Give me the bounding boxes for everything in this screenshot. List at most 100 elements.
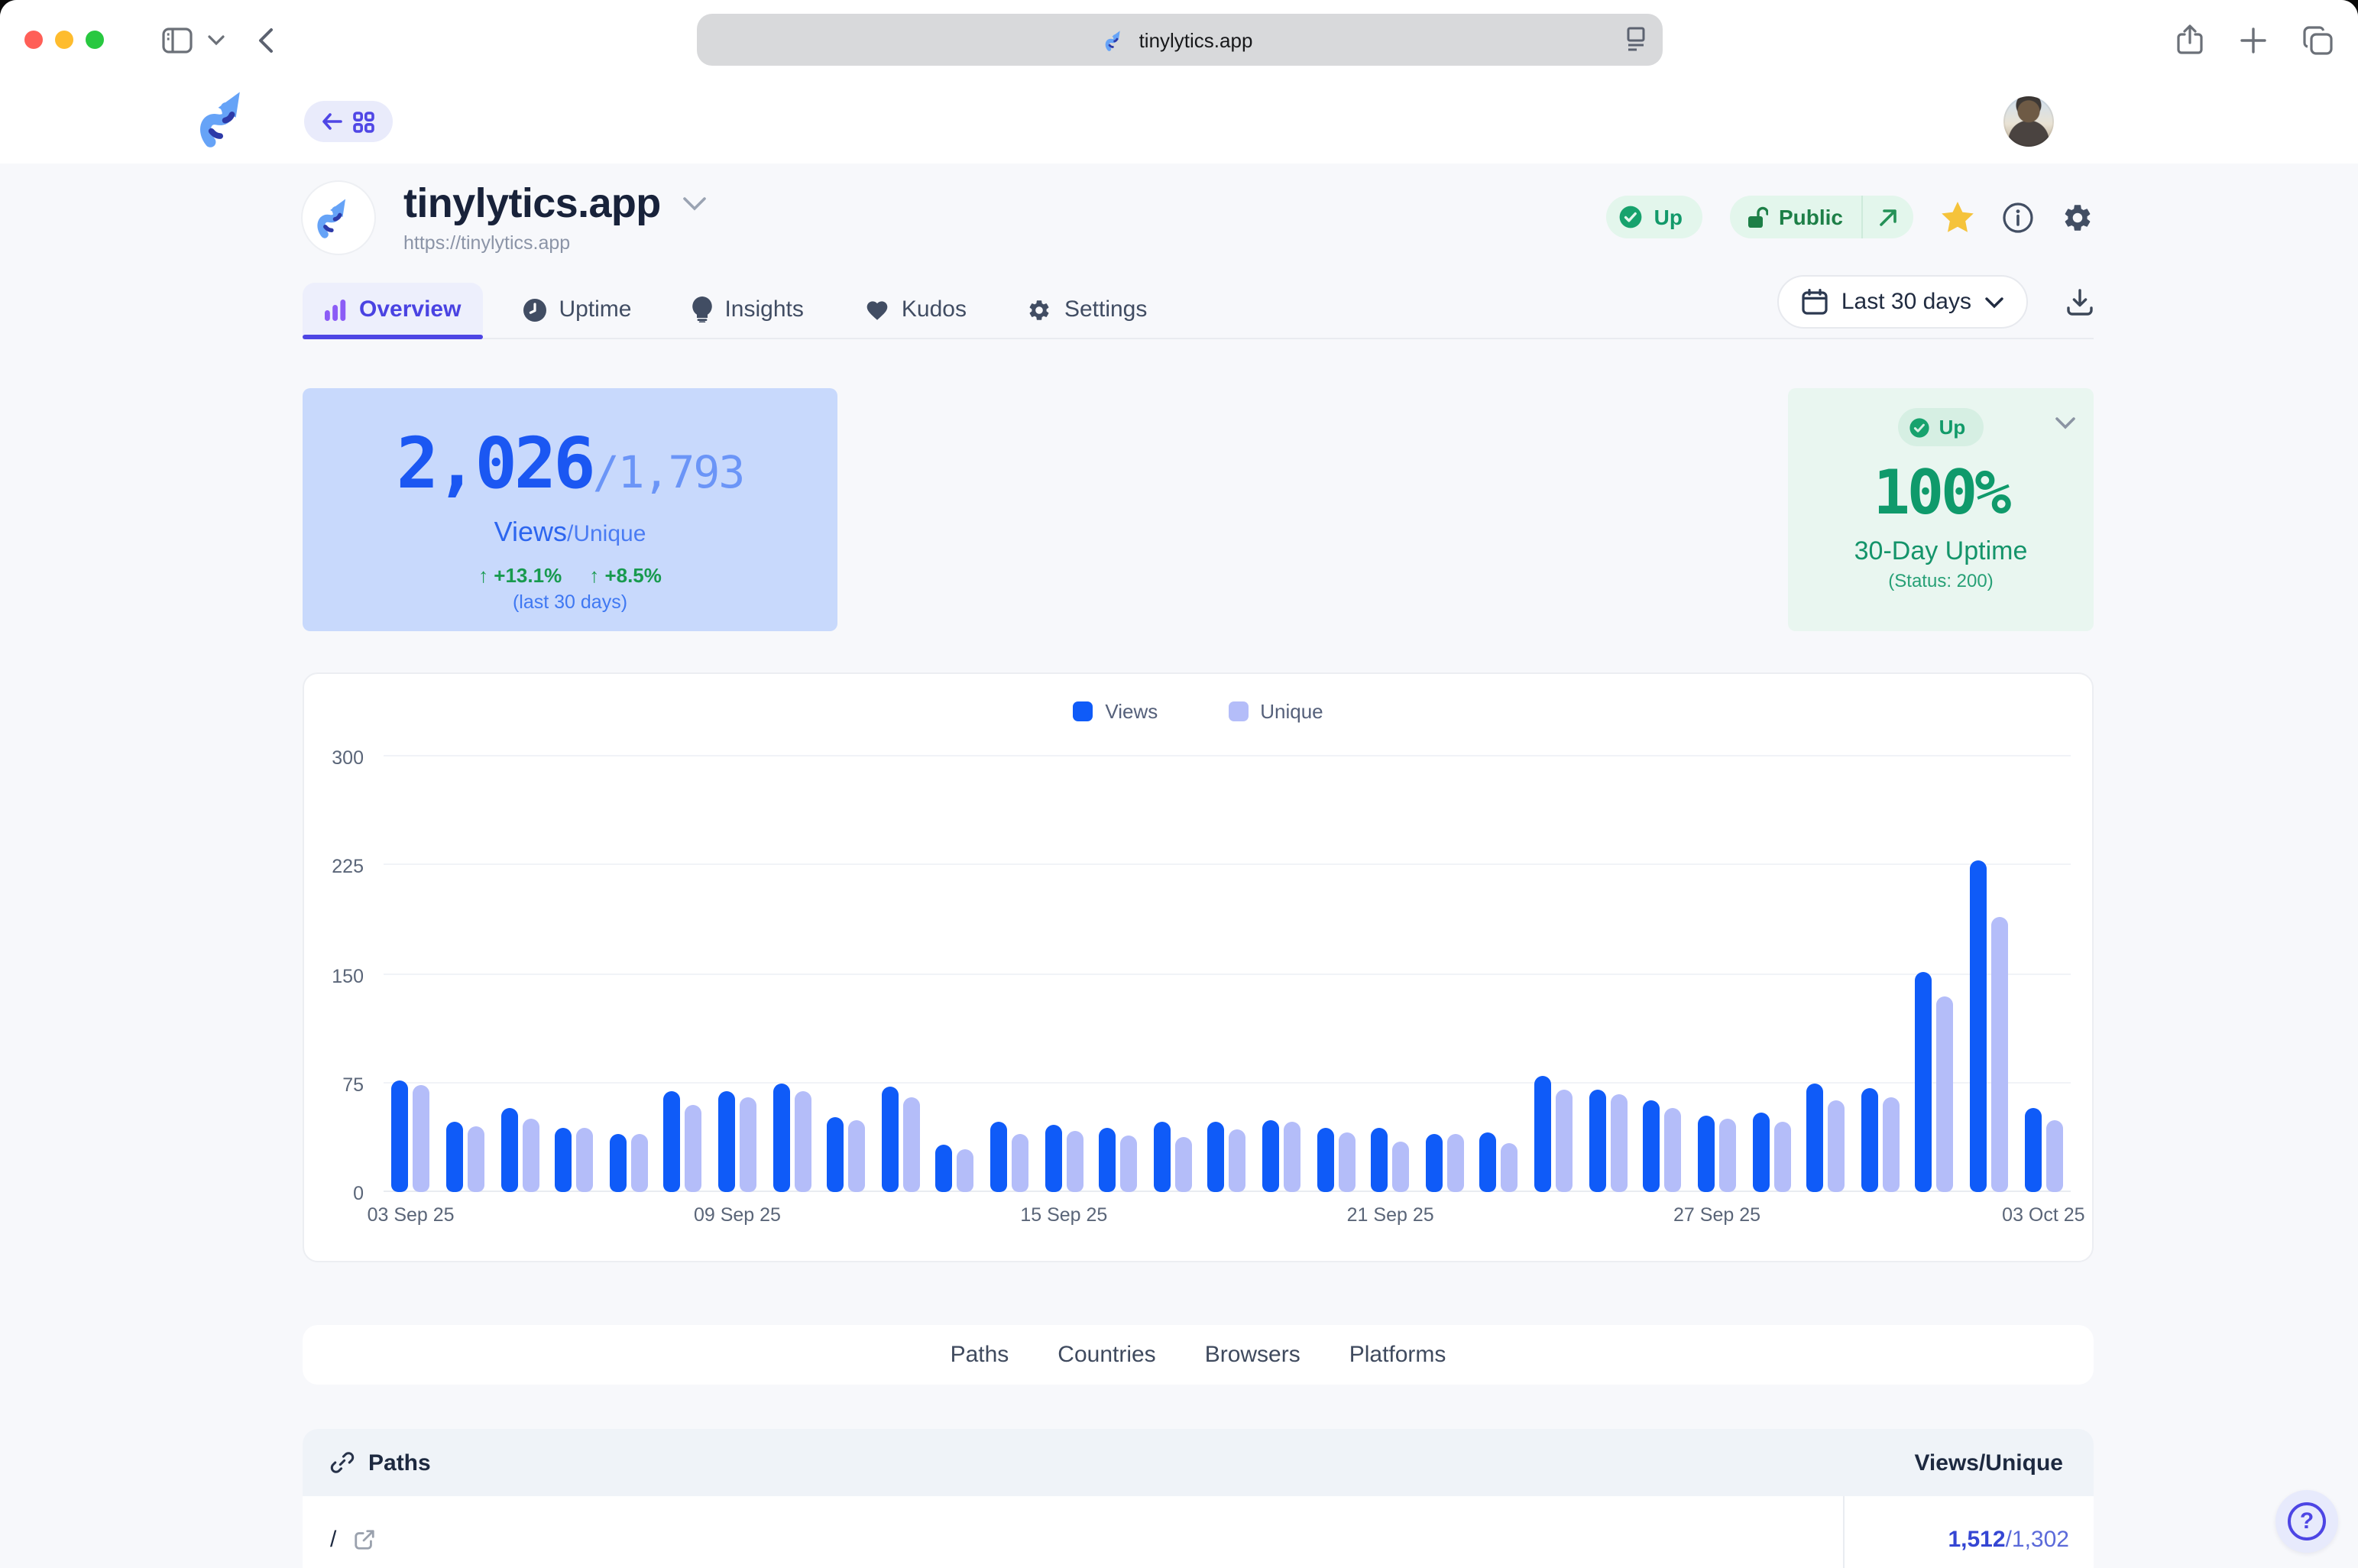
bar-views[interactable] [1479, 1132, 1497, 1192]
bar-unique[interactable] [1446, 1134, 1464, 1192]
bar-views[interactable] [827, 1116, 844, 1192]
bar-views[interactable] [773, 1083, 790, 1192]
bar-unique[interactable] [1718, 1118, 1736, 1192]
bar-unique[interactable] [630, 1134, 648, 1192]
export-download-button[interactable] [2066, 288, 2094, 316]
subtab-countries[interactable]: Countries [1058, 1342, 1156, 1368]
bar-unique[interactable] [1174, 1136, 1192, 1192]
bar-views[interactable] [1697, 1115, 1715, 1192]
tab-uptime[interactable]: Uptime [500, 283, 653, 338]
bar-unique[interactable] [1936, 996, 1954, 1192]
bar-unique[interactable] [1120, 1135, 1138, 1192]
status-up-badge[interactable]: Up [1606, 196, 1702, 238]
bar-unique[interactable] [1556, 1089, 1573, 1192]
tab-kudos[interactable]: Kudos [844, 283, 988, 338]
bar-views[interactable] [1099, 1128, 1116, 1192]
back-button[interactable] [258, 27, 274, 53]
bar-views[interactable] [1969, 860, 1987, 1192]
bar-unique[interactable] [902, 1097, 920, 1192]
bar-unique[interactable] [467, 1126, 484, 1192]
bar-views[interactable] [1806, 1083, 1824, 1192]
tab-overview[interactable]: Overview [303, 283, 483, 339]
new-tab-button[interactable] [2240, 27, 2266, 53]
bar-unique[interactable] [1284, 1122, 1301, 1192]
bar-views[interactable] [555, 1128, 572, 1192]
reader-view-icon[interactable] [1624, 26, 1647, 52]
bar-views[interactable] [1752, 1112, 1770, 1192]
bar-unique[interactable] [1610, 1094, 1628, 1192]
uptime-expand-chevron[interactable] [2055, 410, 2075, 437]
favorite-star-button[interactable] [1941, 201, 1974, 233]
subtab-platforms[interactable]: Platforms [1349, 1342, 1446, 1368]
bar-unique[interactable] [1392, 1141, 1410, 1192]
visibility-public-badge[interactable]: Public [1729, 196, 1913, 238]
bar-unique[interactable] [957, 1148, 974, 1192]
bar-views[interactable] [1207, 1122, 1225, 1192]
bar-unique[interactable] [1501, 1142, 1518, 1192]
bar-views[interactable] [500, 1107, 518, 1192]
subtab-browsers[interactable]: Browsers [1204, 1342, 1300, 1368]
external-link-icon[interactable] [353, 1528, 376, 1550]
legend-unique[interactable]: Unique [1228, 700, 1323, 723]
bar-unique[interactable] [1664, 1107, 1682, 1192]
bar-views[interactable] [1317, 1128, 1334, 1192]
bar-unique[interactable] [576, 1128, 594, 1192]
bar-views[interactable] [1534, 1076, 1552, 1192]
bar-unique[interactable] [1882, 1097, 1900, 1192]
bar-unique[interactable] [1828, 1100, 1845, 1192]
bar-unique[interactable] [1229, 1129, 1246, 1192]
bar-unique[interactable] [1012, 1134, 1028, 1192]
tab-insights[interactable]: Insights [671, 283, 824, 338]
bar-unique[interactable] [848, 1119, 866, 1192]
bar-views[interactable] [1371, 1128, 1388, 1192]
settings-button[interactable] [2062, 201, 2094, 233]
bar-unique[interactable] [794, 1090, 811, 1192]
table-row[interactable]: / 1,512/1,302 [303, 1496, 2094, 1568]
info-button[interactable] [2002, 201, 2034, 233]
bar-views[interactable] [717, 1091, 735, 1192]
open-site-link[interactable] [1863, 207, 1913, 227]
bar-unique[interactable] [685, 1105, 702, 1192]
window-zoom-button[interactable] [86, 31, 104, 49]
bar-views[interactable] [990, 1122, 1007, 1192]
bar-views[interactable] [1589, 1089, 1606, 1192]
address-bar[interactable]: tinylytics.app [696, 14, 1662, 66]
bar-views[interactable] [2024, 1107, 2042, 1192]
help-button[interactable]: ? [2275, 1490, 2338, 1553]
sidebar-toggle-icon[interactable] [162, 27, 193, 53]
bar-views[interactable] [935, 1144, 953, 1192]
bar-unique[interactable] [1773, 1122, 1791, 1192]
bar-views[interactable] [1643, 1100, 1660, 1192]
bar-views[interactable] [1915, 971, 1932, 1192]
share-button[interactable] [2176, 24, 2204, 55]
bar-views[interactable] [391, 1080, 409, 1192]
subtab-paths[interactable]: Paths [950, 1342, 1009, 1368]
bar-unique[interactable] [1066, 1131, 1083, 1192]
bar-unique[interactable] [1338, 1132, 1356, 1192]
user-avatar[interactable] [2003, 96, 2054, 147]
bar-unique[interactable] [522, 1118, 539, 1192]
bar-views[interactable] [1425, 1134, 1443, 1192]
date-range-selector[interactable]: Last 30 days [1777, 275, 2028, 329]
tab-overview-button[interactable] [2303, 25, 2334, 54]
sidebar-chevron-icon[interactable] [208, 34, 225, 45]
bar-views[interactable] [609, 1134, 627, 1192]
bar-views[interactable] [445, 1122, 463, 1192]
bar-unique[interactable] [413, 1084, 430, 1192]
site-switcher-chevron-icon[interactable] [683, 190, 707, 218]
bar-views[interactable] [1861, 1087, 1878, 1192]
bar-unique[interactable] [1990, 917, 2008, 1192]
row-unique-value: /1,302 [2005, 1526, 2069, 1552]
bar-views[interactable] [881, 1086, 899, 1192]
tab-settings[interactable]: Settings [1006, 283, 1168, 338]
bar-views[interactable] [1153, 1122, 1171, 1192]
window-close-button[interactable] [24, 31, 43, 49]
back-to-dashboard-button[interactable] [304, 101, 393, 142]
window-minimize-button[interactable] [55, 31, 73, 49]
legend-views[interactable]: Views [1073, 700, 1158, 723]
bar-unique[interactable] [2045, 1119, 2063, 1192]
bar-views[interactable] [1262, 1119, 1280, 1192]
bar-views[interactable] [1045, 1125, 1062, 1192]
bar-unique[interactable] [739, 1097, 756, 1192]
bar-views[interactable] [663, 1090, 681, 1192]
